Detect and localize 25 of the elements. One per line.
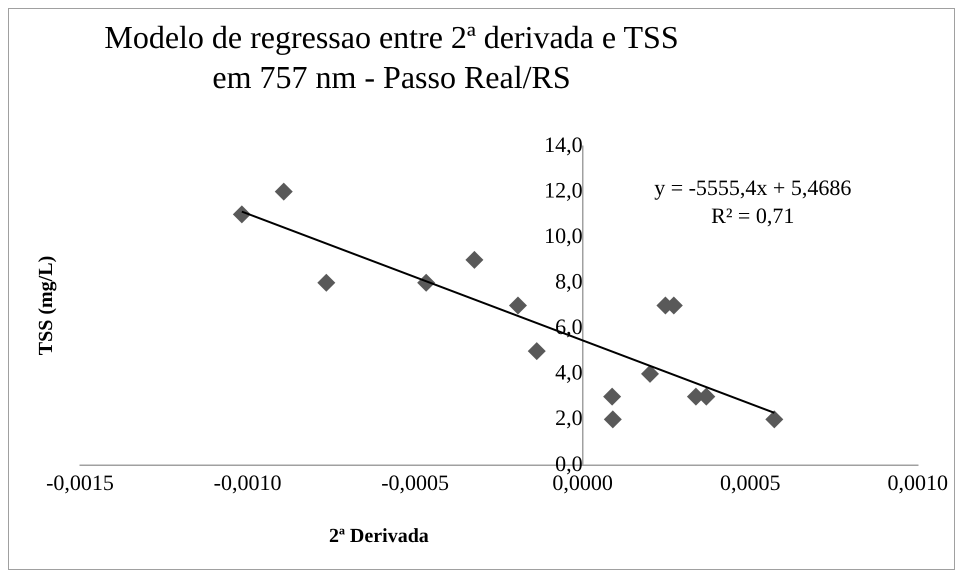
y-tick-label: 12,0 — [544, 177, 583, 202]
point — [274, 182, 293, 201]
y-tick-label: 8,0 — [555, 268, 583, 294]
point — [317, 274, 336, 292]
annotation: y = -5555,4x + 5,4686 — [654, 174, 852, 200]
point — [508, 296, 527, 314]
y-axis-title: TSS (mg/L) — [35, 256, 58, 356]
x-axis-title: 2ª Derivada — [328, 525, 429, 548]
x-tick-label: 0,0010 — [888, 470, 948, 495]
point — [465, 250, 484, 269]
point — [528, 342, 546, 360]
x-tick-label: 0,0005 — [720, 470, 780, 495]
x-tick-label: -0,0005 — [381, 470, 450, 495]
y-tick-label: 4,0 — [555, 360, 583, 385]
point — [604, 410, 622, 428]
x-tick-label: -0,0015 — [46, 470, 114, 495]
x-tick-label: -0,0010 — [214, 470, 282, 495]
point — [765, 410, 784, 428]
annotation: R² = 0,71 — [711, 202, 794, 228]
y-tick-label: 2,0 — [555, 405, 583, 430]
chart-title: Modelo de regressao entre 2ª derivada e TSS em 757 nm - Passo Real/RS — [103, 18, 680, 97]
point — [641, 364, 660, 383]
y-tick-label: 14,0 — [544, 132, 583, 157]
point — [603, 388, 622, 406]
y-tick-label: 10,0 — [544, 222, 583, 248]
